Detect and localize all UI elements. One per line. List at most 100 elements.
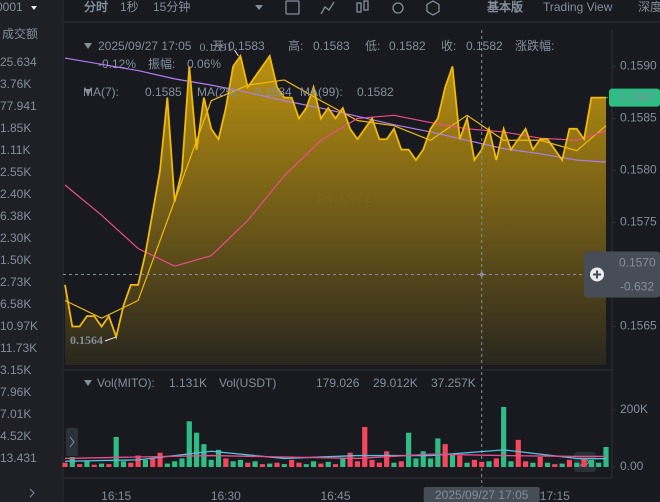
volume-bar: [289, 459, 295, 467]
info-close-label: 收:: [441, 39, 456, 53]
crosshair-time-box: [423, 487, 540, 502]
volume-bar: [303, 464, 309, 467]
volume-bar: [318, 463, 324, 467]
icon-chart-line[interactable]: [320, 1, 335, 15]
volume-bar: [91, 464, 97, 467]
volume-bar: [581, 458, 587, 467]
volume-bar: [457, 455, 463, 467]
legend-value: 0.1582: [357, 85, 394, 99]
high-pointer: [234, 49, 239, 57]
icon-add-indicator[interactable]: [285, 0, 300, 15]
volume-bar: [442, 444, 448, 467]
info-open: 0.1583: [228, 39, 265, 53]
order-book-value: 11.73K: [0, 341, 37, 355]
info-amplitude: 0.06%: [187, 57, 221, 71]
plus-icon: [593, 270, 601, 279]
order-book-value: 6.38K: [0, 209, 31, 223]
y-tick-label: 0.1575: [620, 215, 657, 229]
volume-bar: [362, 427, 368, 467]
volume-bar: [223, 458, 229, 467]
toolbar-item[interactable]: Trading View: [543, 0, 613, 14]
volume-bar: [559, 463, 565, 467]
current-price: 0.1587: [619, 90, 656, 104]
volume-bar: [522, 461, 529, 467]
toolbar-item[interactable]: 深度: [638, 0, 660, 14]
volume-quote-title: Vol(USDT): [219, 376, 276, 390]
info-high-label: 高:: [288, 38, 303, 53]
volume-bar: [369, 459, 375, 467]
collapse-caret[interactable]: [84, 43, 92, 49]
order-book-value: 2.55K: [0, 165, 31, 179]
info-low: 0.1582: [389, 39, 426, 53]
volume-bar: [84, 461, 90, 467]
chevron: [69, 436, 75, 448]
panel-toggle[interactable]: [66, 428, 78, 456]
volume-bar: [113, 437, 119, 467]
icon-candles[interactable]: [356, 2, 362, 13]
order-book-panel: [0, 0, 62, 502]
info-change: -0.12%: [98, 57, 136, 71]
volume-bar: [142, 459, 149, 467]
volume-bar: [150, 458, 156, 467]
x-tick-label: 16:30: [211, 489, 241, 502]
legend-value: 37.257K: [431, 376, 476, 390]
volume-bar: [230, 461, 236, 467]
volume-bar: [62, 462, 68, 467]
volume-bar: [120, 461, 127, 467]
legend-value: 29.012K: [373, 376, 418, 390]
x-tick-label: 17:15: [540, 489, 570, 502]
caret[interactable]: [255, 5, 263, 10]
volume-bar: [98, 463, 105, 467]
legend-name: MA(25):: [197, 85, 240, 99]
volume-bar: [391, 462, 397, 467]
y-tick-label: 0.1580: [620, 163, 657, 177]
volume-bar: [406, 432, 412, 467]
volume-bar: [215, 449, 222, 467]
toolbar-item[interactable]: 15分钟: [153, 0, 190, 14]
low-annotation: 0.1564: [70, 333, 103, 347]
info-high: 0.1583: [313, 39, 350, 53]
volume-bar: [449, 454, 456, 467]
info-time: 2025/09/27 17:05: [98, 39, 192, 53]
volume-bar: [252, 461, 258, 467]
volume-bar: [310, 461, 317, 467]
order-book-value: 7.01K: [0, 407, 31, 421]
legend-value: 0.1584: [255, 85, 292, 99]
crosshair-change: -0.632: [620, 280, 654, 294]
order-book-value: 2.73K: [0, 275, 31, 289]
volume-bar: [208, 459, 214, 467]
info-change-label: 涨跌幅:: [515, 38, 554, 53]
icon-candles[interactable]: [363, 0, 369, 11]
order-book-value: 25.634: [0, 55, 37, 69]
volume-bar: [464, 462, 470, 467]
order-book-value: 13.431: [0, 451, 37, 465]
volume-bar: [530, 462, 536, 467]
toolbar-item[interactable]: 1秒: [120, 0, 139, 14]
volume-bar: [515, 439, 521, 467]
toolbar-item[interactable]: 分时: [84, 0, 108, 14]
order-book-value: 3.15K: [0, 363, 31, 377]
x-tick-label: 16:45: [320, 489, 350, 502]
current-price-tag: [609, 88, 660, 107]
icon-hex[interactable]: [426, 0, 440, 16]
toolbar-icons[interactable]: [285, 0, 440, 16]
y-tick-label: 0.1590: [620, 59, 657, 73]
volume-bar: [596, 462, 602, 467]
volume-bar: [164, 463, 170, 467]
collapse-caret[interactable]: [84, 380, 92, 386]
order-book-value: 1.11K: [0, 143, 30, 157]
crosshair-time: 2025/09/27 17:05: [435, 488, 529, 502]
caret[interactable]: [31, 6, 37, 10]
volume-bar: [274, 462, 280, 467]
volume-bar: [186, 421, 192, 467]
icon-settings[interactable]: [392, 2, 404, 14]
volume-bar: [508, 461, 514, 467]
volume-bar: [420, 451, 426, 467]
volume-bar: [347, 452, 353, 467]
toolbar-item[interactable]: 基本版: [486, 0, 523, 14]
chevron[interactable]: [29, 488, 35, 498]
collapse-caret[interactable]: [84, 89, 92, 95]
volume-bar: [376, 462, 382, 467]
volume-bar: [281, 464, 287, 467]
